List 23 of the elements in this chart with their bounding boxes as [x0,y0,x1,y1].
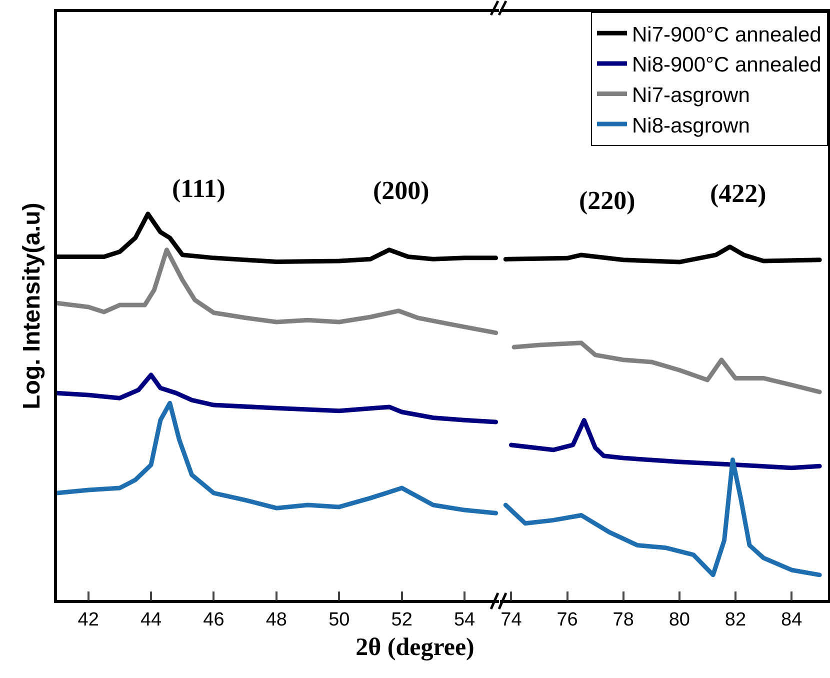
text: (220) [579,186,636,215]
y-axis-title: Log. Intensity(a.u) [18,202,46,410]
x-tick-label: 54 [454,610,476,631]
x-axis-title: 2θ (degree) [354,634,476,662]
text: (422) [710,179,766,208]
text: (111) [172,174,226,203]
x-tick-label: 44 [140,610,162,631]
x-tick-label: 76 [556,610,578,631]
x-tick-label: 52 [391,610,412,631]
legend-label: Ni7-asgrown [632,84,750,107]
x-tick-label: 48 [266,610,287,631]
x-tick-label: 50 [328,610,350,631]
x-tick-label: 84 [780,610,803,631]
legend-label: Ni7-900°C annealed [632,23,822,46]
x-tick-label: 42 [78,610,99,631]
x-tick-label: 46 [203,610,224,631]
legend-label: Ni8-900°C annealed [632,54,822,77]
x-tick-label: 74 [500,610,522,631]
legend-label: Ni8-asgrown [632,114,750,138]
x-tick-label: 80 [668,610,690,631]
x-tick-label: 78 [612,610,634,631]
x-tick-label: 82 [724,610,746,631]
text: (200) [373,176,430,205]
